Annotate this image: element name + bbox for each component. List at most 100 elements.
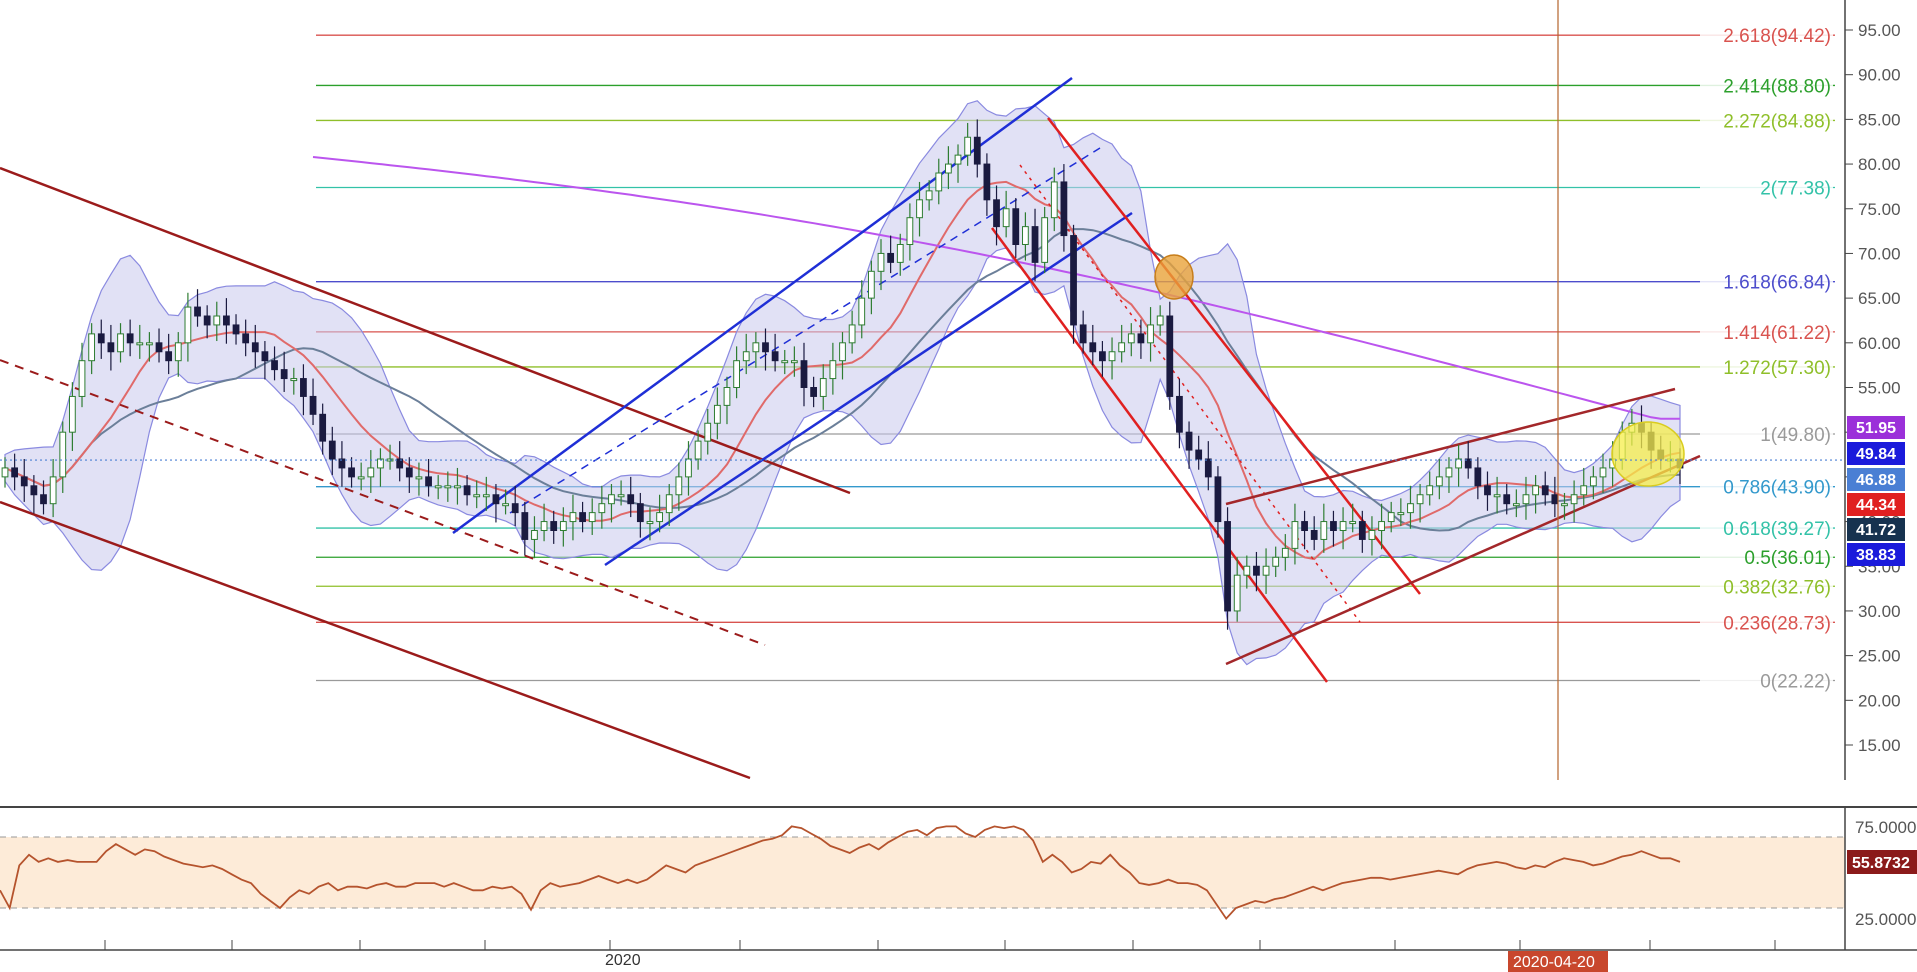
highlight-circle-yellow [1611, 421, 1685, 487]
uptrend-channel-mid [509, 147, 1101, 514]
rsi-line [0, 825, 1681, 921]
candle-body [1089, 342, 1097, 353]
candle-body [627, 494, 635, 505]
candle-body [78, 360, 86, 397]
candle-body [1253, 565, 1260, 576]
candle-body [117, 333, 124, 353]
candle-body [1503, 494, 1511, 505]
price-tick-label: 65.00 [1858, 289, 1901, 308]
fib-level-label: 2.272(84.88) [1723, 111, 1831, 132]
candle-body [251, 342, 259, 353]
rsi-band [0, 837, 1845, 908]
candle-body [319, 413, 327, 442]
candle-body [916, 199, 923, 219]
price-tag-label: 51.95 [1856, 420, 1896, 437]
candle-body [1041, 217, 1049, 263]
candle-body [685, 458, 692, 478]
price-tick-label: 60.00 [1858, 334, 1901, 353]
price-tick-label: 95.00 [1858, 21, 1901, 40]
candle-body [300, 378, 307, 397]
candle-body [261, 351, 269, 362]
candle-body [194, 306, 201, 317]
date-marker-label: 2020-04-20 [1513, 954, 1595, 971]
candle-body [665, 494, 673, 514]
fib-level-label: 2.618(94.42) [1723, 26, 1831, 47]
fib-label-bg [1700, 73, 1833, 96]
price-tag-box [1847, 416, 1905, 439]
candle-body [1455, 458, 1462, 469]
candle-body [454, 485, 461, 489]
candle-body [1127, 333, 1135, 344]
candle-body [1176, 395, 1183, 433]
fib-level-label: 0.5(36.01) [1744, 548, 1831, 569]
candle-body [213, 315, 221, 326]
candle-body [608, 494, 615, 505]
downtrend-red-upper [1047, 117, 1421, 595]
candle-body [723, 387, 731, 406]
candle-body [242, 333, 250, 344]
fib-label-bg [1700, 421, 1833, 444]
rsi-tick-lower: 25.0000 [1855, 910, 1916, 929]
candle-body [790, 360, 798, 364]
candle-body [1349, 521, 1357, 525]
price-tick-label: 75.00 [1858, 200, 1901, 219]
candle-body [107, 342, 115, 353]
candle-body [482, 494, 490, 498]
candle-body [617, 494, 625, 498]
candle-body [492, 494, 500, 505]
candle-body [771, 351, 779, 362]
price-tick-label: 90.00 [1858, 66, 1901, 85]
fib-label-bg [1700, 175, 1833, 198]
candle-body [973, 136, 981, 165]
candle-body [1012, 208, 1020, 245]
candlesticks [1, 119, 1684, 630]
candle-body [415, 476, 423, 480]
fib-label-bg [1700, 516, 1833, 539]
candle-body [11, 467, 19, 478]
fib-label-bg [1700, 668, 1833, 691]
rising-wedge-upper [1225, 387, 1676, 506]
candle-body [588, 512, 596, 523]
candle-body [155, 342, 163, 353]
candle-body [935, 172, 943, 192]
candle-body [531, 530, 538, 540]
candle-body [126, 333, 134, 344]
candle-body [1368, 530, 1376, 540]
price-tick-label: 30.00 [1858, 602, 1901, 621]
candle-body [1407, 503, 1414, 514]
candle-body [1474, 467, 1482, 487]
candle-body [309, 395, 317, 415]
candle-body [1358, 521, 1366, 540]
candle-body [829, 360, 837, 380]
candle-body [1108, 351, 1116, 362]
candle-body [742, 351, 750, 362]
fib-level-label: 0.236(28.73) [1723, 613, 1831, 634]
candle-body [762, 342, 769, 353]
candle-body [30, 485, 38, 496]
fib-label-bg [1700, 108, 1833, 131]
candle-body [1195, 449, 1203, 460]
fib-level-label: 0.786(43.90) [1723, 478, 1831, 499]
candle-body [1310, 530, 1318, 540]
rsi-value-tag [1847, 850, 1917, 874]
candle-body [887, 252, 895, 263]
price-tick-label: 15.00 [1858, 736, 1901, 755]
candle-body [367, 467, 375, 478]
candle-body [174, 342, 182, 362]
candle-body [1561, 503, 1568, 507]
candle-body [877, 252, 885, 272]
fib-level-label: 0.382(32.76) [1723, 577, 1831, 598]
candle-body [1262, 565, 1270, 576]
candle-body [463, 485, 471, 496]
candle-body [521, 512, 529, 540]
trend-lines [0, 76, 1701, 780]
candle-body [1445, 467, 1453, 478]
candle-body [444, 485, 452, 489]
fib-level-label: 2.414(88.80) [1723, 76, 1831, 97]
candle-body [1522, 494, 1530, 505]
rising-wedge-lower [1225, 454, 1701, 666]
candle-body [1137, 333, 1145, 344]
candle-body [598, 503, 606, 514]
candle-body [502, 503, 509, 507]
candle-body [1233, 574, 1241, 612]
